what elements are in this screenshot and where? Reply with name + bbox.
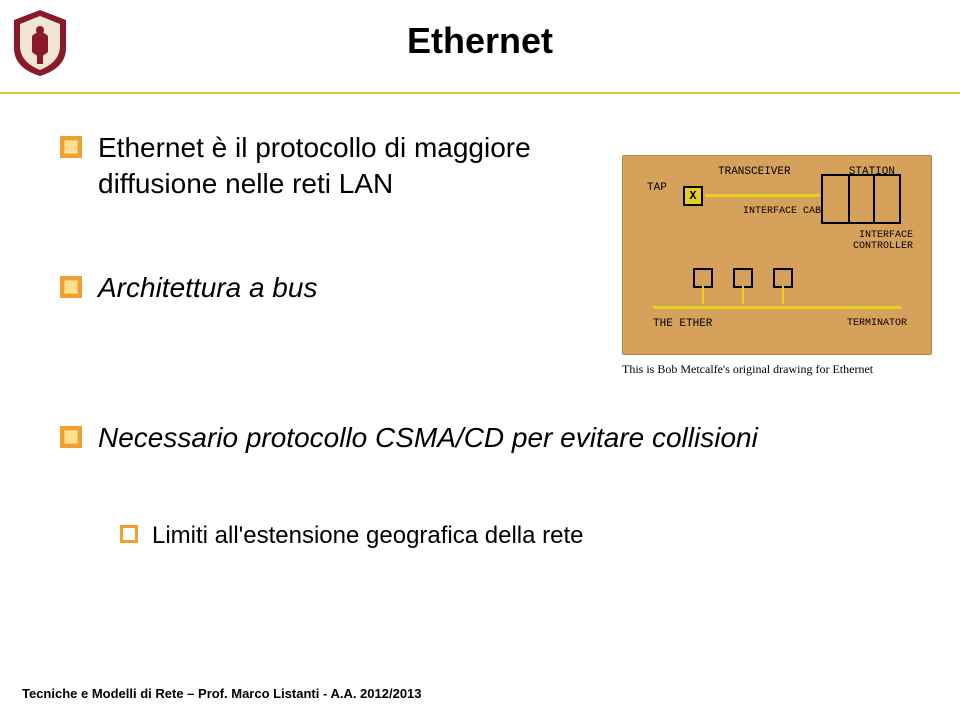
ethernet-diagram: TAP TRANSCEIVER STATION INTERFACE CABLE …	[622, 155, 932, 355]
diagram-label-the-ether: THE ETHER	[653, 318, 712, 330]
diagram-tap-node: X	[683, 186, 703, 206]
square-bullet-small-icon	[120, 525, 138, 543]
bullet-2-text: Architettura a bus	[98, 270, 317, 306]
diagram-station-box	[821, 174, 901, 224]
diagram-node	[773, 268, 793, 288]
diagram-caption: This is Bob Metcalfe's original drawing …	[622, 362, 932, 377]
diagram-label-tap: TAP	[647, 182, 667, 194]
bullet-1-text: Ethernet è il protocollo di maggiore dif…	[98, 130, 590, 203]
diagram-label-interface-cable: INTERFACE CABLE	[743, 206, 833, 217]
bullet-3: Necessario protocollo CSMA/CD per evitar…	[60, 420, 840, 456]
diagram-node	[733, 268, 753, 288]
diagram-label-transceiver: TRANSCEIVER	[718, 166, 791, 178]
slide-footer: Tecniche e Modelli di Rete – Prof. Marco…	[22, 686, 422, 701]
square-bullet-icon	[60, 276, 82, 298]
bullet-1: Ethernet è il protocollo di maggiore dif…	[60, 130, 590, 203]
diagram-label-interface-controller: INTERFACE CONTROLLER	[853, 230, 913, 252]
bullet-2: Architettura a bus	[60, 270, 560, 306]
diagram-node	[693, 268, 713, 288]
slide-title: Ethernet	[0, 20, 960, 62]
bullet-3-sub-text: Limiti all'estensione geografica della r…	[152, 520, 584, 551]
diagram-label-terminator: TERMINATOR	[847, 318, 907, 329]
square-bullet-icon	[60, 136, 82, 158]
diagram-connector-line	[705, 194, 820, 197]
bullet-3-text: Necessario protocollo CSMA/CD per evitar…	[98, 420, 758, 456]
diagram-ether-bus	[653, 306, 901, 309]
title-underline	[0, 92, 960, 94]
square-bullet-icon	[60, 426, 82, 448]
bullet-3-sub: Limiti all'estensione geografica della r…	[120, 520, 820, 551]
